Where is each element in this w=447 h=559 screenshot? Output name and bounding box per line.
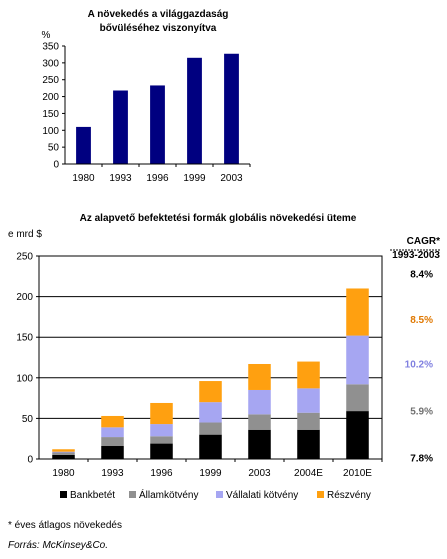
chart-top-x-tick-label: 1993 [109,173,132,184]
cagr-value: 7.8% [410,454,433,465]
chart-bottom-bar-segment [52,452,75,455]
chart-bottom-plot-frame [38,255,383,460]
cagr-title-line1: CAGR* [407,236,440,247]
chart-bottom-bar-segment [150,436,173,444]
chart-bottom-bar-segment [199,422,222,435]
chart-top-bar [76,126,91,164]
legend-label: Részvény [327,490,371,501]
legend-label: Bankbetét [70,490,115,501]
legend-swatch [317,491,324,498]
chart-bottom-title: Az alapvető befektetési formák globális … [80,213,357,224]
chart-bottom-x-tick-label: 2003 [248,468,271,479]
chart-bottom-bar-segment [297,412,320,430]
chart-bottom-y-tick-label: 200 [16,292,33,303]
cagr-value: 8.4% [410,269,433,280]
chart-bottom-bar-segment [297,388,320,413]
chart-top-y-tick-label: 150 [42,109,59,120]
chart-top-title-line2: bővüléséhez viszonyítva [100,23,217,34]
chart-top-bar [187,57,202,164]
cagr-value: 10.2% [405,359,433,370]
chart-bottom-y-ticks: 0 50 100 150 200 250 [16,252,39,466]
cagr-value: 8.5% [410,315,433,326]
chart-bottom-bar-segment [346,288,369,336]
chart-bottom-bar-segment [248,414,271,430]
chart-top-y-tick-label: 300 [42,58,59,69]
chart-bottom-bar-segment [297,361,320,389]
chart-bottom-legend: Bankbetét Államkötvény Vállalati kötvény Ré… [60,488,371,501]
chart-top-y-ticks: 0 50 100 150 200 250 300 350 [42,42,65,171]
legend-swatch [60,491,67,498]
chart-top-x-tick-label: 1996 [146,173,169,184]
chart-bottom-bar-segment [297,429,320,459]
chart-bottom-x-tick-label: 1980 [52,468,75,479]
chart-bottom-bar-segment [52,449,75,452]
chart-bottom-bar-segment [150,424,173,437]
chart-bottom-bar-segment [199,402,222,423]
legend-label: Államkötvény [139,488,198,501]
chart-bottom-bar-segment [248,389,271,415]
chart-top-y-label: % [42,30,51,41]
chart-top-bar [113,90,128,164]
chart-bottom-bar-segment [199,381,222,403]
chart-bottom-y-tick-label: 100 [16,373,33,384]
chart-top-y-tick-label: 250 [42,75,59,86]
chart-bottom-bars [52,288,369,459]
legend-swatch [129,491,136,498]
chart-bottom: Az alapvető befektetési formák globális … [8,213,440,501]
source-note: Forrás: McKinsey&Co. [8,540,109,551]
chart-bottom-bar-segment [346,335,369,385]
chart-bottom-y-label: e mrd $ [8,229,42,240]
chart-bottom-x-tick-label: 1999 [199,468,222,479]
chart-bottom-bar-segment [101,427,124,438]
chart-bottom-bar-segment [101,446,124,459]
chart-bottom-bar-segment [52,451,75,453]
chart-top: A növekedés a világgazdaság bővüléséhez … [42,9,251,184]
chart-bottom-bar-segment [150,402,173,425]
chart-bottom-y-tick-label: 250 [16,252,33,263]
chart-top-y-tick-label: 50 [48,143,60,154]
chart-top-y-tick-label: 350 [42,42,59,53]
chart-bottom-bar-segment [248,429,271,459]
chart-bottom-x-tick-label: 1993 [101,468,124,479]
chart-top-x-labels: 1980 1993 1996 1999 2003 [72,164,251,184]
chart-top-x-tick-label: 1999 [183,173,206,184]
chart-bottom-y-tick-label: 0 [27,455,33,466]
chart-bottom-bar-segment [101,437,124,447]
chart-top-y-tick-label: 100 [42,126,59,137]
chart-top-bar [224,53,239,164]
chart-bottom-y-tick-label: 150 [16,333,33,344]
cagr-title-line2: 1993-2003 [392,250,440,261]
chart-bottom-bar-segment [150,443,173,459]
chart-top-bar [150,85,165,164]
chart-top-x-tick-label: 2003 [220,173,243,184]
chart-top-y-tick-label: 0 [53,160,59,171]
cagr-values: 8.4% 8.5% 10.2% 5.9% 7.8% [405,269,433,464]
footnote: * éves átlagos növekedés [8,520,122,531]
chart-top-y-tick-label: 200 [42,92,59,103]
chart-top-title-line1: A növekedés a világgazdaság [88,9,229,20]
chart-bottom-bar-segment [346,411,369,459]
chart-bottom-x-labels: 1980 1993 1996 1999 2003 2004E 2010E [52,459,383,479]
chart-bottom-x-tick-label: 2010E [343,468,372,479]
chart-top-x-tick-label: 1980 [72,173,95,184]
chart-bottom-y-tick-label: 50 [22,414,34,425]
chart-bottom-x-tick-label: 2004E [294,468,323,479]
cagr-value: 5.9% [410,407,433,418]
chart-bottom-bar-segment [248,363,271,390]
chart-bottom-bar-segment [199,434,222,459]
legend-label: Vállalati kötvény [226,490,298,501]
legend-swatch [216,491,223,498]
chart-bottom-x-tick-label: 1996 [150,468,173,479]
chart-top-bars [76,53,239,164]
chart-bottom-bar-segment [52,454,75,459]
chart-bottom-bar-segment [101,415,124,428]
chart-bottom-bar-segment [346,384,369,412]
